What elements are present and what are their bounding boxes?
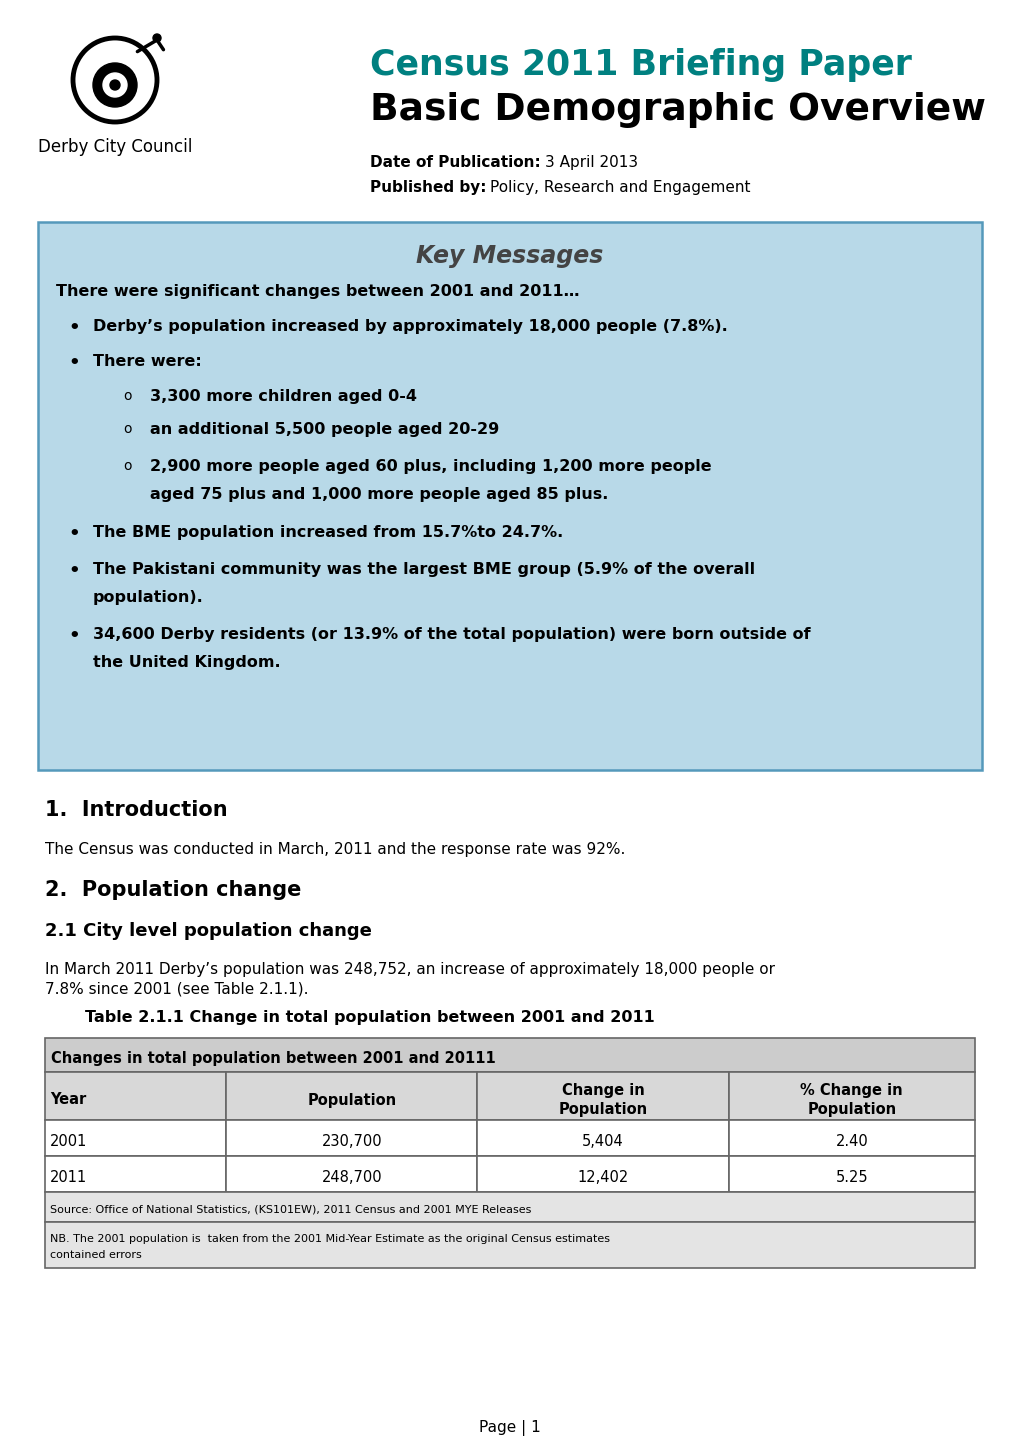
Text: Source: Office of National Statistics, (KS101EW), 2011 Census and 2001 MYE Relea: Source: Office of National Statistics, (… [50,1206,531,1216]
Bar [45,1193,974,1221]
Text: o: o [123,459,131,473]
Text: Change in
Population: Change in Population [557,1083,647,1116]
Bar [45,1071,226,1120]
Text: 248,700: 248,700 [321,1169,382,1184]
Text: aged 75 plus and 1,000 more people aged 85 plus.: aged 75 plus and 1,000 more people aged … [150,487,607,502]
Text: 3 April 2013: 3 April 2013 [544,154,638,170]
Text: Date of Publication:: Date of Publication: [370,154,540,170]
Text: Population: Population [307,1093,396,1107]
Text: There were significant changes between 2001 and 2011…: There were significant changes between 2… [56,284,579,298]
Text: Derby City Council: Derby City Council [38,138,192,156]
Circle shape [110,79,120,89]
Text: Table 2.1.1 Change in total population between 2001 and 2011: Table 2.1.1 Change in total population b… [85,1009,654,1025]
Text: •: • [68,353,79,372]
Circle shape [93,63,137,107]
Text: Basic Demographic Overview: Basic Demographic Overview [370,92,985,128]
Text: •: • [68,319,79,337]
Bar [728,1071,974,1120]
Text: an additional 5,500 people aged 20-29: an additional 5,500 people aged 20-29 [150,423,498,437]
Text: 1.  Introduction: 1. Introduction [45,800,227,820]
Bar [45,1221,974,1268]
Bar [226,1120,477,1156]
Text: 230,700: 230,700 [321,1133,382,1148]
Text: There were:: There were: [93,353,202,369]
Text: Derby’s population increased by approximately 18,000 people (7.8%).: Derby’s population increased by approxim… [93,319,727,335]
Text: 12,402: 12,402 [577,1169,628,1184]
Text: Changes in total population between 2001 and 20111: Changes in total population between 2001… [51,1051,495,1067]
Text: Key Messages: Key Messages [416,244,603,268]
Circle shape [103,74,127,97]
Circle shape [153,35,161,42]
Text: 5,404: 5,404 [582,1133,624,1148]
Text: Year: Year [50,1093,87,1107]
Text: The Census was conducted in March, 2011 and the response rate was 92%.: The Census was conducted in March, 2011 … [45,842,625,857]
Text: 2001: 2001 [50,1133,88,1148]
Bar [226,1156,477,1193]
Text: Page | 1: Page | 1 [479,1420,540,1436]
Text: 34,600 Derby residents (or 13.9% of the total population) were born outside of: 34,600 Derby residents (or 13.9% of the … [93,627,810,642]
Bar [45,1038,974,1071]
Bar [477,1156,728,1193]
Text: 2.40: 2.40 [835,1133,867,1148]
Text: population).: population). [93,590,204,606]
Text: The Pakistani community was the largest BME group (5.9% of the overall: The Pakistani community was the largest … [93,562,754,577]
Text: contained errors: contained errors [50,1250,142,1260]
Bar [728,1120,974,1156]
Bar [45,1120,226,1156]
Bar [45,1156,226,1193]
Text: % Change in
Population: % Change in Population [800,1083,902,1116]
Text: 2,900 more people aged 60 plus, including 1,200 more people: 2,900 more people aged 60 plus, includin… [150,459,711,474]
Text: 2.  Population change: 2. Population change [45,880,301,900]
Text: In March 2011 Derby’s population was 248,752, an increase of approximately 18,00: In March 2011 Derby’s population was 248… [45,962,774,978]
Text: 2011: 2011 [50,1169,88,1184]
Text: 3,300 more children aged 0-4: 3,300 more children aged 0-4 [150,389,417,404]
Text: Published by:: Published by: [370,180,486,195]
Bar [226,1071,477,1120]
Text: the United Kingdom.: the United Kingdom. [93,655,280,671]
Text: Census 2011 Briefing Paper: Census 2011 Briefing Paper [370,48,911,82]
Text: The BME population increased from 15.7%to 24.7%.: The BME population increased from 15.7%t… [93,525,562,539]
Text: Policy, Research and Engagement: Policy, Research and Engagement [489,180,750,195]
Text: o: o [123,389,131,402]
Text: •: • [68,562,79,580]
Text: NB. The 2001 population is  taken from the 2001 Mid-Year Estimate as the origina: NB. The 2001 population is taken from th… [50,1234,609,1244]
Bar [477,1071,728,1120]
Text: 7.8% since 2001 (see Table 2.1.1).: 7.8% since 2001 (see Table 2.1.1). [45,982,308,996]
Text: o: o [123,423,131,435]
Bar [38,222,981,770]
Text: 5.25: 5.25 [835,1169,867,1184]
Bar [728,1156,974,1193]
Text: •: • [68,627,79,645]
Text: 2.1 City level population change: 2.1 City level population change [45,921,372,940]
Bar [477,1120,728,1156]
Text: •: • [68,525,79,544]
